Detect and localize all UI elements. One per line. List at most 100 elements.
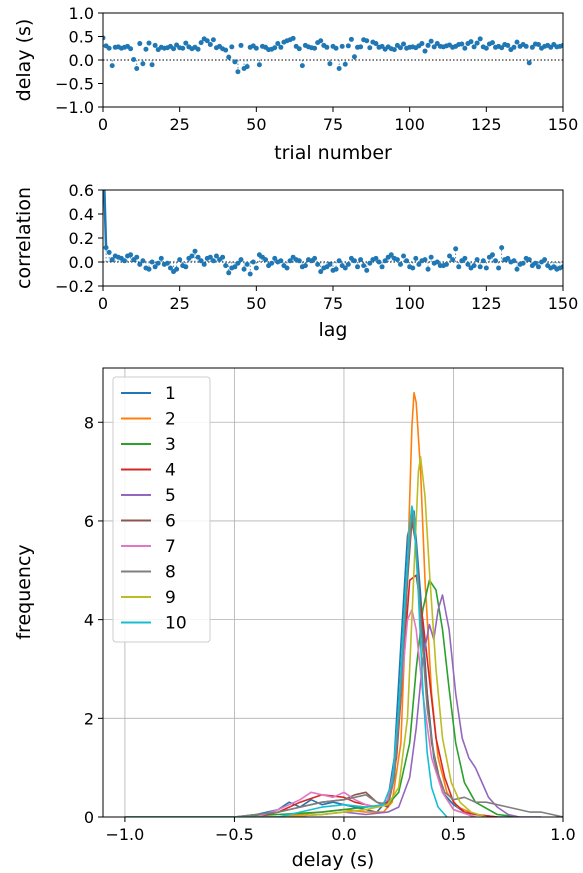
- legend: 1 2 3 4 5 6 7 8 9 10: [112, 376, 211, 643]
- data-point: [204, 38, 210, 44]
- y-tick-label: 0.5: [69, 28, 94, 47]
- data-point: [302, 263, 308, 269]
- y-tick-label: 0.2: [69, 229, 94, 248]
- data-point: [425, 266, 431, 272]
- data-point: [358, 44, 364, 50]
- data-point: [263, 257, 269, 263]
- y-tick-label: 4: [84, 611, 94, 630]
- data-point: [425, 42, 431, 48]
- data-point: [394, 257, 400, 263]
- y-tick-label: 2: [84, 709, 94, 728]
- frequency-ticks: −1.0 −0.5 0.0 0.5 1.0 0 2 4 6 8: [84, 413, 576, 844]
- data-point: [269, 260, 275, 266]
- legend-label: 8: [165, 563, 176, 583]
- data-point: [413, 255, 419, 261]
- data-point: [235, 69, 241, 75]
- y-tick-label: 0.0: [69, 253, 94, 272]
- data-point: [198, 258, 204, 264]
- data-point: [207, 254, 213, 260]
- data-point: [149, 62, 155, 68]
- x-tick-label: 0.5: [441, 825, 466, 844]
- data-point: [284, 265, 290, 271]
- frequency-axes-frame: [102, 367, 564, 818]
- x-tick-label: −1.0: [105, 825, 144, 844]
- data-point: [287, 258, 293, 264]
- data-point: [238, 42, 244, 48]
- data-point: [474, 257, 480, 263]
- data-point: [526, 257, 532, 263]
- data-point: [324, 44, 330, 50]
- data-point: [382, 258, 388, 264]
- data-point: [443, 261, 449, 267]
- x-tick-label: 125: [471, 294, 502, 313]
- data-point: [351, 54, 357, 60]
- data-point: [171, 46, 177, 52]
- data-point: [183, 40, 189, 46]
- data-point: [529, 44, 535, 50]
- data-point: [238, 257, 244, 263]
- data-point: [532, 260, 538, 266]
- data-point: [134, 65, 140, 71]
- data-point: [376, 259, 382, 265]
- data-point: [404, 258, 410, 264]
- data-point: [210, 37, 216, 43]
- data-point: [514, 266, 520, 272]
- data-point: [447, 253, 453, 259]
- y-tick-label: 6: [84, 512, 94, 531]
- legend-label: 3: [165, 435, 176, 455]
- data-point: [183, 264, 189, 270]
- data-point: [499, 45, 505, 51]
- data-point: [327, 261, 333, 267]
- data-point: [140, 258, 146, 264]
- data-point: [410, 265, 416, 271]
- x-tick-label: 100: [394, 294, 425, 313]
- data-point: [379, 264, 385, 270]
- data-point: [241, 266, 247, 272]
- data-point: [149, 259, 155, 265]
- data-point: [134, 254, 140, 260]
- x-tick-label: 25: [169, 115, 189, 134]
- data-point: [195, 46, 201, 52]
- x-tick-label: 25: [169, 294, 189, 313]
- data-point: [450, 257, 456, 263]
- data-point: [272, 255, 278, 261]
- y-tick-label: 8: [84, 413, 94, 432]
- data-point: [367, 260, 373, 266]
- series-line-5: [124, 594, 542, 817]
- scatter-points: [103, 35, 563, 75]
- data-point: [431, 44, 437, 50]
- series-line-10: [124, 505, 448, 817]
- data-point: [560, 42, 563, 48]
- data-point: [167, 265, 173, 271]
- y-tick-label: −0.2: [55, 277, 94, 296]
- data-point: [174, 266, 180, 272]
- data-point: [434, 259, 440, 265]
- data-point: [109, 257, 115, 263]
- data-point: [397, 45, 403, 51]
- data-point: [278, 44, 284, 50]
- data-point: [180, 45, 186, 51]
- y-tick-label: −1.0: [55, 98, 94, 117]
- data-point: [106, 249, 112, 255]
- data-point: [348, 36, 354, 42]
- data-point: [388, 252, 394, 258]
- data-point: [336, 258, 342, 264]
- x-tick-label: 150: [548, 294, 579, 313]
- data-point: [109, 63, 115, 69]
- data-point: [213, 253, 219, 259]
- y-tick-label: 0.4: [69, 205, 94, 224]
- data-point: [364, 267, 370, 273]
- data-point: [471, 263, 477, 269]
- data-point: [339, 43, 345, 49]
- delay-ticks: 0 25 50 75 100 125 150 −1.0 −0.5 0.0 0.5 1.0: [55, 4, 578, 134]
- data-point: [272, 45, 278, 51]
- data-point: [428, 38, 434, 44]
- data-point: [456, 264, 462, 270]
- data-point: [499, 245, 505, 251]
- data-point: [364, 38, 370, 44]
- data-point: [511, 258, 517, 264]
- data-point: [333, 266, 339, 272]
- x-tick-label: 50: [246, 115, 266, 134]
- legend-label: 10: [165, 614, 187, 634]
- correlation-x-axis-label: lag: [319, 319, 348, 341]
